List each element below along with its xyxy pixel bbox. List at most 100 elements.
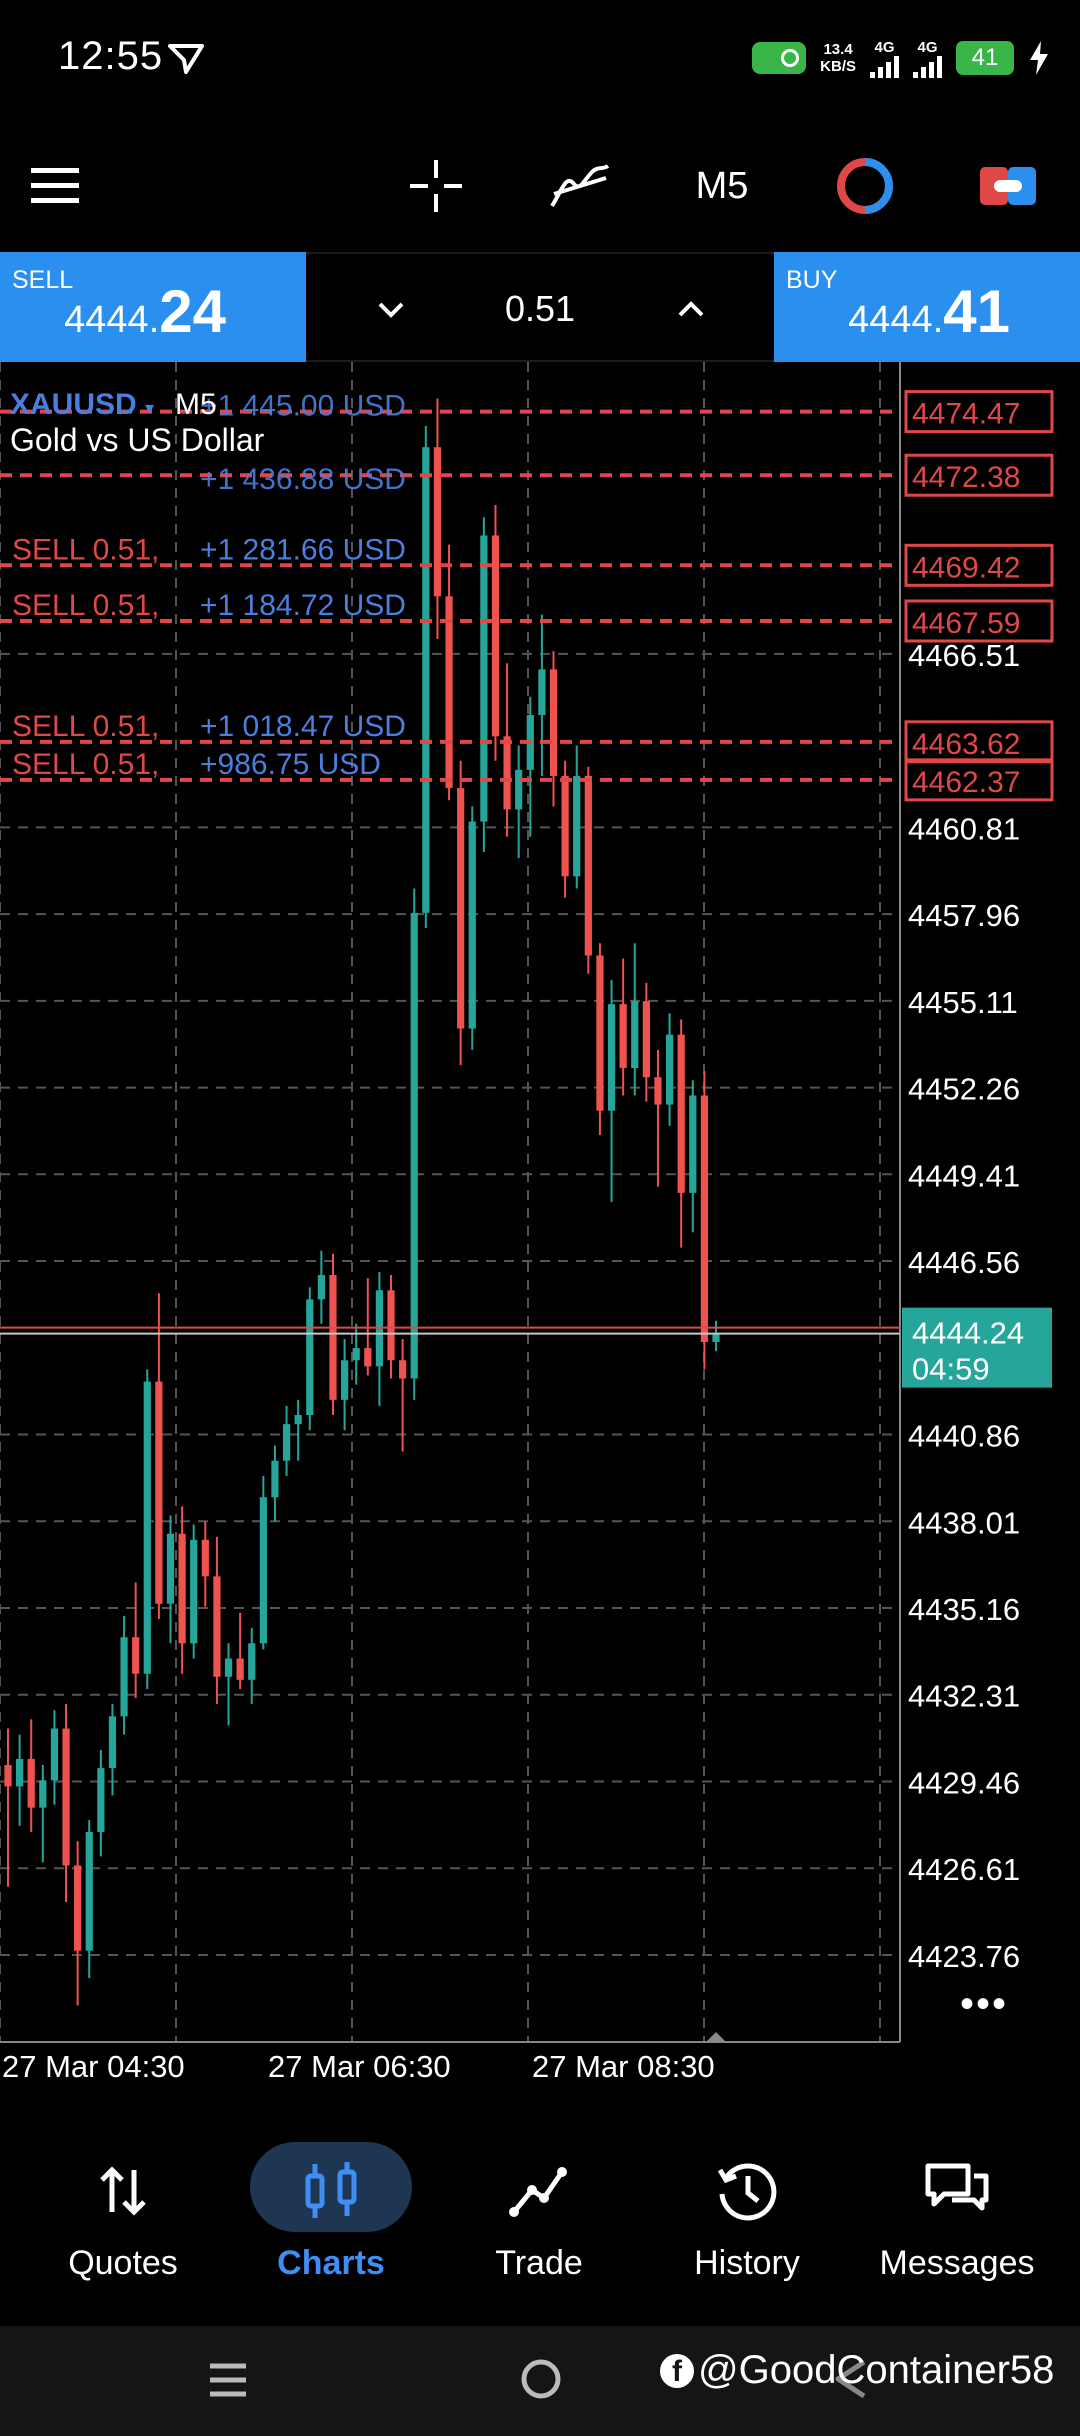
indicators-icon [550,164,610,208]
candle-body [178,1533,186,1644]
current-price-label: 4444.24 [912,1316,1024,1351]
back-icon[interactable] [830,2356,870,2402]
order-price-box [904,720,1054,764]
trade-trend-icon [509,2167,567,2217]
nav-history-label: History [694,2244,800,2282]
crosshair-button[interactable] [400,120,472,252]
order-side-label: SELL 0.51, [12,533,159,566]
y-tick-label: 4452.26 [908,1072,1020,1107]
candle-body [143,1381,151,1674]
y-tick-label: 4440.86 [908,1419,1020,1454]
order-price-box [904,758,1054,802]
y-tick-label: 4438.01 [908,1505,1020,1540]
y-tick-label: 4446.56 [908,1245,1020,1280]
sell-button[interactable]: SELL 4444.24 [0,252,306,362]
nav-quotes[interactable]: Quotes [15,2106,231,2326]
candle-body [259,1497,267,1644]
menu-icon [31,168,79,203]
chart-symbol[interactable]: XAUUSD ▾ [10,388,154,422]
timeframe-button[interactable]: M5 [695,164,749,207]
order-price-box [904,390,1054,434]
indicators-button[interactable] [540,120,620,252]
lot-increase-button[interactable] [666,284,716,334]
one-click-trading-icon [837,158,893,214]
buy-price: 4444.41 [848,277,1010,346]
chart-more-button[interactable]: ••• [960,1982,1009,2026]
symbol-text: XAUUSD [10,388,137,421]
candle-body [85,1832,93,1951]
net-speed-unit: KB/S [820,58,856,75]
candle-body [39,1780,47,1808]
candle-body [561,775,569,877]
sell-price-main: 4444. [64,299,160,341]
signal-bars-icon [913,55,942,78]
candle-body [271,1460,279,1498]
candle-body [4,1765,12,1787]
one-click-trade-panel: SELL 4444.24 0.51 BUY 4444.41 [0,252,1080,362]
status-right: 13.4 KB/S 4G 4G 41 [752,30,1050,86]
lot-size-control: 0.51 [306,252,774,362]
order-price-label: 4463.62 [912,728,1020,761]
buy-price-main: 4444. [848,299,944,341]
candle-body [97,1768,105,1832]
chevron-down-icon [378,302,404,318]
chart-toolbar: M5 [0,120,1080,252]
candle-body [62,1728,70,1866]
one-click-trading-button[interactable] [830,120,900,252]
nav-charts-label: Charts [277,2244,385,2282]
candle-body [248,1643,256,1680]
system-navigation-bar: f @GoodContainer58 [0,2326,1080,2436]
history-clock-icon [717,2163,777,2221]
price-chart[interactable]: 4466.51 4460.81 4457.96 4455.11 4452.26 4449.… [0,362,1080,2082]
candle-body [74,1865,82,1951]
color-scheme-button[interactable] [976,120,1040,252]
candle-body [306,1299,314,1416]
candle-body [224,1658,233,1677]
nav-messages[interactable]: Messages [849,2106,1065,2326]
candle-body [665,1034,674,1105]
sell-price: 4444.24 [64,277,226,346]
candle-body [422,447,430,913]
nav-trade[interactable]: Trade [431,2106,647,2326]
lot-decrease-button[interactable] [366,284,416,334]
order-profit-label: +1 445.00 USD [200,390,406,423]
menu-button[interactable] [20,120,90,252]
y-tick-label: 4460.81 [908,811,1020,846]
candle-body [340,1360,349,1400]
order-price-box [904,453,1054,497]
nav-active-pill [250,2142,412,2232]
watermark: f @GoodContainer58 [660,2348,1054,2393]
x-tick-label: 27 Mar 04:30 [2,2049,185,2082]
candle-body [16,1758,24,1787]
lot-size-value[interactable]: 0.51 [504,288,576,329]
candle-body [689,1095,697,1193]
candle-body [317,1275,325,1300]
color-scheme-icon [980,167,1036,205]
candle-body [201,1539,209,1577]
candle-body [50,1728,59,1781]
candle-body [108,1716,117,1769]
nav-history[interactable]: History [639,2106,855,2326]
candle-body [166,1533,175,1604]
chart-canvas[interactable]: 4466.51 4460.81 4457.96 4455.11 4452.26 4449.… [0,362,1080,2082]
buy-button[interactable]: BUY 4444.41 [774,252,1080,362]
candle-body [387,1290,395,1361]
battery-icon: 41 [956,41,1014,75]
order-side-label: SELL 0.51, [12,748,159,781]
candle-body [700,1095,708,1342]
candle-body [364,1348,372,1367]
home-icon[interactable] [518,2356,564,2402]
candle-body [642,1001,650,1078]
status-time: 12:55 [58,34,164,78]
signal-1: 4G [870,39,899,78]
y-tick-label: 4449.41 [908,1158,1020,1193]
recent-apps-icon[interactable] [206,2358,250,2402]
candle-body [132,1637,140,1674]
nav-charts[interactable]: Charts [223,2106,439,2326]
order-profit-label: +1 018.47 USD [200,710,406,743]
y-tick-label: 4432.31 [908,1679,1020,1714]
candle-body [27,1758,35,1808]
y-tick-label: 4426.61 [908,1852,1020,1887]
order-profit-label: +1 436.88 USD [200,463,406,496]
chart-shift-marker[interactable] [706,2032,726,2042]
